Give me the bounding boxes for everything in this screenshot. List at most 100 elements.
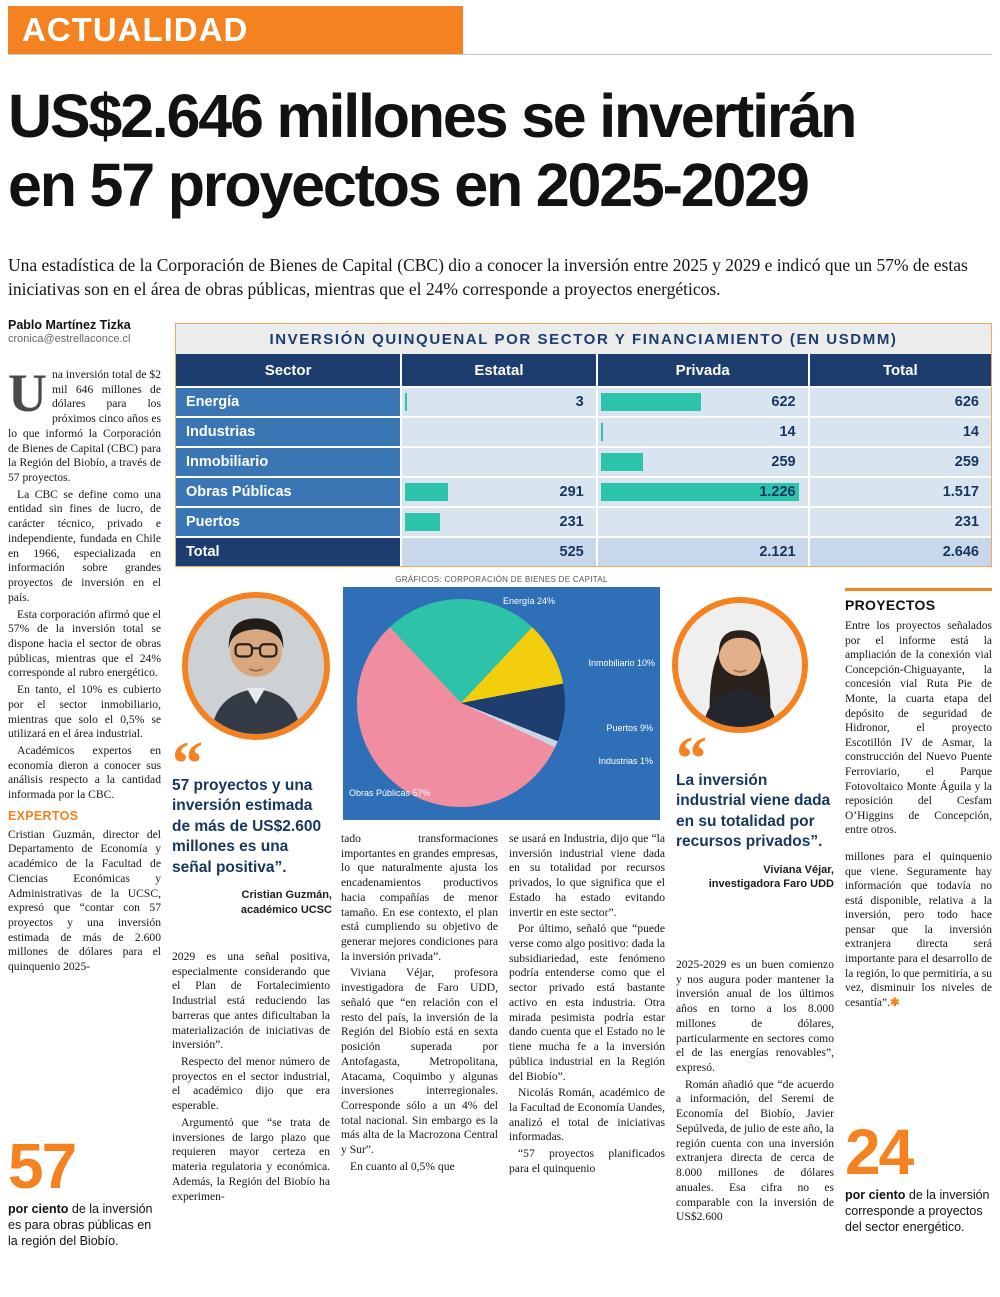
quote-author-role: investigadora Faro UDD: [708, 878, 834, 891]
pie-label-inmobiliario: Inmobiliario 10%: [588, 658, 655, 668]
quote-author: Viviana Véjar,: [763, 863, 834, 876]
investment-table-figure: INVERSIÓN QUINQUENAL POR SECTOR Y FINANC…: [175, 323, 992, 567]
woman-avatar-illustration: [678, 603, 802, 727]
stat-number: 57: [8, 1130, 77, 1202]
table-cell-estatal: 525: [400, 536, 596, 566]
table-row: Puertos 231 231: [176, 506, 991, 536]
table-title: INVERSIÓN QUINQUENAL POR SECTOR Y FINANC…: [176, 324, 991, 354]
deck: Una estadística de la Corporación de Bie…: [8, 255, 968, 299]
sector-name: Inmobiliario: [176, 446, 401, 476]
pie-label-energia: Energía 24%: [503, 596, 556, 606]
stat-57: 57 por ciento de la inversión es para ob…: [8, 1130, 160, 1249]
table-cell-estatal: [400, 416, 596, 446]
paragraph: Respecto del menor número de proyectos e…: [172, 1055, 330, 1113]
quote-attribution: Cristian Guzmán, académico UCSC: [172, 888, 332, 917]
table-cell-privada: 2.121: [595, 536, 808, 566]
section-title: ACTUALIDAD: [22, 11, 249, 48]
article-column-3: tado transformaciones importantes en gra…: [341, 832, 498, 1290]
table-cell-estatal: 3: [400, 386, 596, 416]
article-column-4: se usará en Industria, dijo que “la inve…: [509, 832, 665, 1290]
table-header-row: Sector Estatal Privada Total: [176, 354, 991, 386]
byline: Pablo Martínez Tizka cronica@estrellacon…: [8, 318, 228, 345]
value-bar: [405, 393, 408, 411]
table-row: Industrias 14 14: [176, 416, 991, 446]
paragraph: Esta corporación afirmó que el 57% de la…: [8, 607, 161, 680]
pie-chart-panel: Energía 24% Inmobiliario 10% Puertos 9% …: [343, 587, 660, 820]
headline: US$2.646 millones se invertirán en 57 pr…: [8, 82, 996, 220]
column-header-sector: Sector: [264, 361, 312, 379]
pull-quote-1: “ 57 proyectos y una inversión estimada …: [172, 730, 332, 917]
section-banner: ACTUALIDAD: [8, 6, 463, 54]
byline-author: Pablo Martínez Tizka: [8, 318, 131, 332]
table-cell-total: 259: [807, 446, 991, 476]
sector-name: Industrias: [176, 416, 401, 446]
value-bar: [600, 423, 604, 441]
value-bar: [600, 393, 702, 411]
table-total-row: Total 525 2.121 2.646: [176, 536, 991, 566]
paragraph: Nicolás Román, académico de la Facultad …: [509, 1086, 665, 1144]
quote-mark-icon: “: [676, 725, 707, 793]
paragraph: Viviana Véjar, profesora investigadora d…: [341, 966, 498, 1157]
paragraph: se usará en Industria, dijo que “la inve…: [509, 832, 665, 919]
paragraph: Por último, señaló que “puede verse como…: [509, 922, 665, 1083]
stat-number: 24: [845, 1116, 914, 1188]
paragraph: 2025-2029 es un buen comienzo y nos augu…: [676, 958, 834, 1075]
table-cell-privada: 622: [595, 386, 808, 416]
table-row: Obras Públicas 291 1.226 1.517: [176, 476, 991, 506]
pull-quote-2: “ La inversión industrial viene dada en …: [676, 725, 834, 892]
quote-author: Cristian Guzmán,: [241, 889, 332, 902]
table-cell-total: 2.646: [807, 536, 991, 566]
sector-name: Total: [176, 536, 401, 566]
table-cell-total: 14: [807, 416, 991, 446]
pie-label-puertos: Puertos 9%: [606, 723, 653, 733]
paragraph: “57 proyectos planificados para el quinq…: [509, 1147, 665, 1175]
value-bar: [405, 513, 440, 531]
table-cell-total: 1.517: [807, 476, 991, 506]
column-header-privada: Privada: [595, 354, 808, 386]
table-cell-total: 626: [807, 386, 991, 416]
column-header-total: Total: [807, 354, 991, 386]
stat-caption: por ciento de la inversión corresponde a…: [845, 1187, 990, 1234]
table-cell-estatal: 291: [400, 476, 596, 506]
table-cell-privada: 1.226: [595, 476, 808, 506]
table-cell-estatal: [400, 446, 596, 476]
sidebar-text: Entre los proyectos señalados por el inf…: [845, 620, 992, 837]
stat-24: 24 por ciento de la inversión correspond…: [845, 1116, 992, 1235]
portrait-cristian-guzman: [182, 592, 330, 740]
sector-name: Puertos: [176, 506, 401, 536]
paragraph: La CBC se define como una entidad sin fi…: [8, 487, 161, 604]
article-end-icon: ✱: [890, 996, 900, 1009]
quote-mark-icon: “: [172, 730, 203, 798]
quote-attribution: Viviana Véjar, investigadora Faro UDD: [676, 863, 834, 892]
value-bar: [405, 483, 449, 501]
stat-caption: por ciento de la inversión es para obras…: [8, 1201, 153, 1248]
headline-line2: en 57 proyectos en 2025-2029: [8, 150, 810, 219]
projects-sidebar: PROYECTOS Entre los proyectos señalados …: [845, 588, 992, 1116]
value-bar: [600, 453, 643, 471]
table-cell-privada: 14: [595, 416, 808, 446]
paragraph: Argumentó que “se trata de inversiones d…: [172, 1115, 330, 1203]
paragraph: En tanto, el 10% es cubierto por el sect…: [8, 683, 161, 741]
article-column-2: 2029 es una señal positiva, especialment…: [172, 950, 330, 1290]
table-cell-total: 231: [807, 506, 991, 536]
paragraph: En cuanto al 0,5% que: [350, 1159, 455, 1173]
paragraph: Académicos expertos en economía dieron a…: [8, 743, 161, 802]
table-cell-privada: [595, 506, 808, 536]
value-bar: [600, 483, 799, 501]
man-avatar-illustration: [188, 598, 324, 734]
article-column-5: 2025-2029 es un buen comienzo y nos augu…: [676, 958, 834, 1290]
quote-author-role: académico UCSC: [240, 903, 332, 916]
sector-name: Obras Públicas: [176, 476, 401, 506]
column-header-estatal: Estatal: [400, 354, 596, 386]
header-rule: [8, 54, 992, 55]
table-row: Inmobiliario 259 259: [176, 446, 991, 476]
byline-email: cronica@estrellaconce.cl: [8, 333, 131, 345]
pie-label-industrias: Industrias 1%: [598, 756, 653, 766]
drop-cap: U: [8, 368, 47, 423]
paragraph: Román añadió que “de acuerdo a informaci…: [676, 1077, 834, 1224]
pie-chart: [357, 599, 565, 807]
subsection-heading-expertos: EXPERTOS: [8, 808, 79, 823]
paragraph: 2029 es una señal positiva, especialment…: [172, 950, 330, 1052]
quote-text: La inversión industrial viene dada en su…: [676, 772, 831, 851]
